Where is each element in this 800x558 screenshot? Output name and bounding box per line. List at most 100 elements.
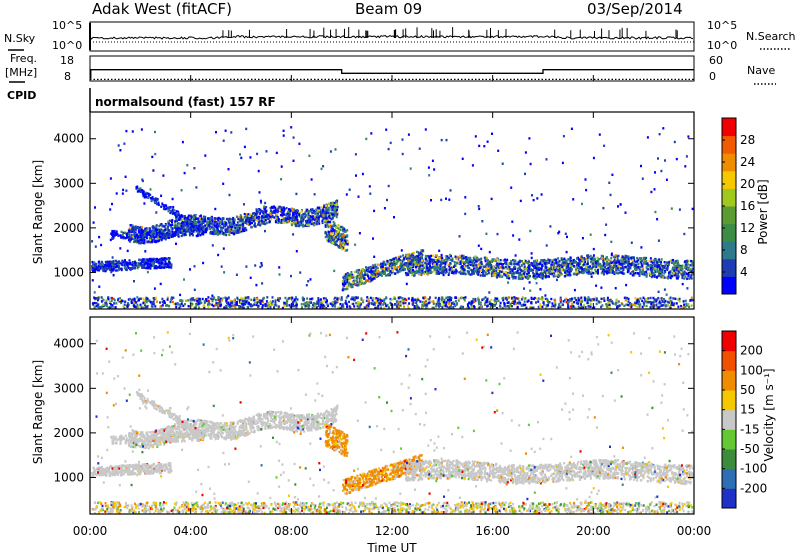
echo-cell xyxy=(351,286,353,288)
echo-cell xyxy=(453,272,455,274)
echo-cell xyxy=(558,275,560,277)
echo-cell xyxy=(421,260,423,262)
echo-cell xyxy=(233,222,235,224)
echo-cell xyxy=(667,304,669,306)
echo-cell xyxy=(505,274,507,276)
echo-cell xyxy=(654,265,656,267)
echo-cell xyxy=(346,277,348,279)
echo-cell xyxy=(134,240,136,242)
echo-cell xyxy=(433,263,435,265)
echo-cell xyxy=(342,244,344,246)
echo-cell xyxy=(338,227,340,229)
echo-cell xyxy=(449,254,451,256)
echo-cell xyxy=(673,272,675,274)
echo-cell xyxy=(688,306,690,308)
echo-cell xyxy=(608,259,610,261)
echo-cell xyxy=(202,221,204,223)
echo-cell xyxy=(534,260,536,262)
echo-cell xyxy=(374,264,376,266)
echo-cell xyxy=(418,252,420,254)
echo-cell xyxy=(671,262,673,264)
echo-cell xyxy=(160,224,162,226)
echo-cell xyxy=(247,213,249,215)
echo-cell xyxy=(273,306,275,308)
echo-cell xyxy=(442,271,444,273)
echo-cell xyxy=(409,265,411,267)
freq-tick-bottom: 8 xyxy=(64,70,71,83)
echo-cell xyxy=(420,262,422,264)
echo-cell xyxy=(566,269,568,271)
echo-cell xyxy=(234,299,236,301)
echo-cell xyxy=(148,231,150,233)
echo-cell xyxy=(237,221,239,223)
nave-label: Nave xyxy=(747,64,775,77)
echo-cell xyxy=(149,264,151,266)
echo-cell xyxy=(404,268,406,270)
echo-cell xyxy=(283,206,285,208)
echo-cell xyxy=(155,241,157,243)
echo-cell xyxy=(592,262,594,264)
echo-cell xyxy=(456,262,458,264)
echo-cell xyxy=(334,297,336,299)
echo-cell xyxy=(138,299,140,301)
echo-cell xyxy=(675,265,677,267)
echo-cell xyxy=(335,204,337,206)
echo-cell xyxy=(464,261,466,263)
echo-cell xyxy=(184,223,186,225)
echo-cell xyxy=(625,258,627,260)
echo-cell xyxy=(156,229,158,231)
echo-cell xyxy=(678,271,680,273)
echo-cell xyxy=(602,261,604,263)
echo-cell xyxy=(535,277,537,279)
echo-cell xyxy=(199,217,201,219)
echo-cell xyxy=(340,299,342,301)
echo-cell xyxy=(406,265,408,267)
echo-cell xyxy=(144,234,146,236)
echo-cell xyxy=(662,276,664,278)
echo-cell xyxy=(115,306,117,308)
echo-cell xyxy=(486,257,488,259)
echo-cell xyxy=(594,261,596,263)
echo-cell xyxy=(394,272,396,274)
echo-cell xyxy=(359,274,361,276)
echo-cell xyxy=(451,268,453,270)
echo-cell xyxy=(687,263,689,265)
echo-cell xyxy=(229,299,231,301)
echo-cell xyxy=(637,266,639,268)
echo-cell xyxy=(538,263,540,265)
echo-cell xyxy=(401,263,403,265)
echo-cell xyxy=(371,279,373,281)
echo-cell xyxy=(136,296,138,298)
echo-cell xyxy=(261,221,263,223)
echo-cell xyxy=(416,260,418,262)
echo-cell xyxy=(682,265,684,267)
echo-cell xyxy=(412,272,414,274)
echo-cell xyxy=(441,257,443,259)
echo-cell xyxy=(490,306,492,308)
echo-cell xyxy=(138,265,140,267)
echo-cell xyxy=(124,259,126,261)
echo-cell xyxy=(342,283,344,285)
echo-cell xyxy=(411,259,413,261)
echo-cell xyxy=(475,260,477,262)
echo-cell xyxy=(235,230,237,232)
echo-cell xyxy=(654,259,656,261)
echo-cell xyxy=(250,219,252,221)
echo-cell xyxy=(328,240,330,242)
echo-cell xyxy=(662,266,664,268)
echo-cell xyxy=(453,266,455,268)
echo-cell xyxy=(528,277,530,279)
echo-cell xyxy=(184,233,186,235)
echo-cell xyxy=(204,224,206,226)
echo-cell xyxy=(583,263,585,265)
echo-cell xyxy=(395,263,397,265)
echo-cell xyxy=(268,214,270,216)
echo-cell xyxy=(569,265,571,267)
echo-cell xyxy=(430,255,432,257)
echo-cell xyxy=(539,303,541,305)
echo-cell xyxy=(169,234,171,236)
echo-cell xyxy=(620,267,622,269)
echo-cell xyxy=(354,271,356,273)
echo-cell xyxy=(259,224,261,226)
echo-cell xyxy=(152,264,154,266)
